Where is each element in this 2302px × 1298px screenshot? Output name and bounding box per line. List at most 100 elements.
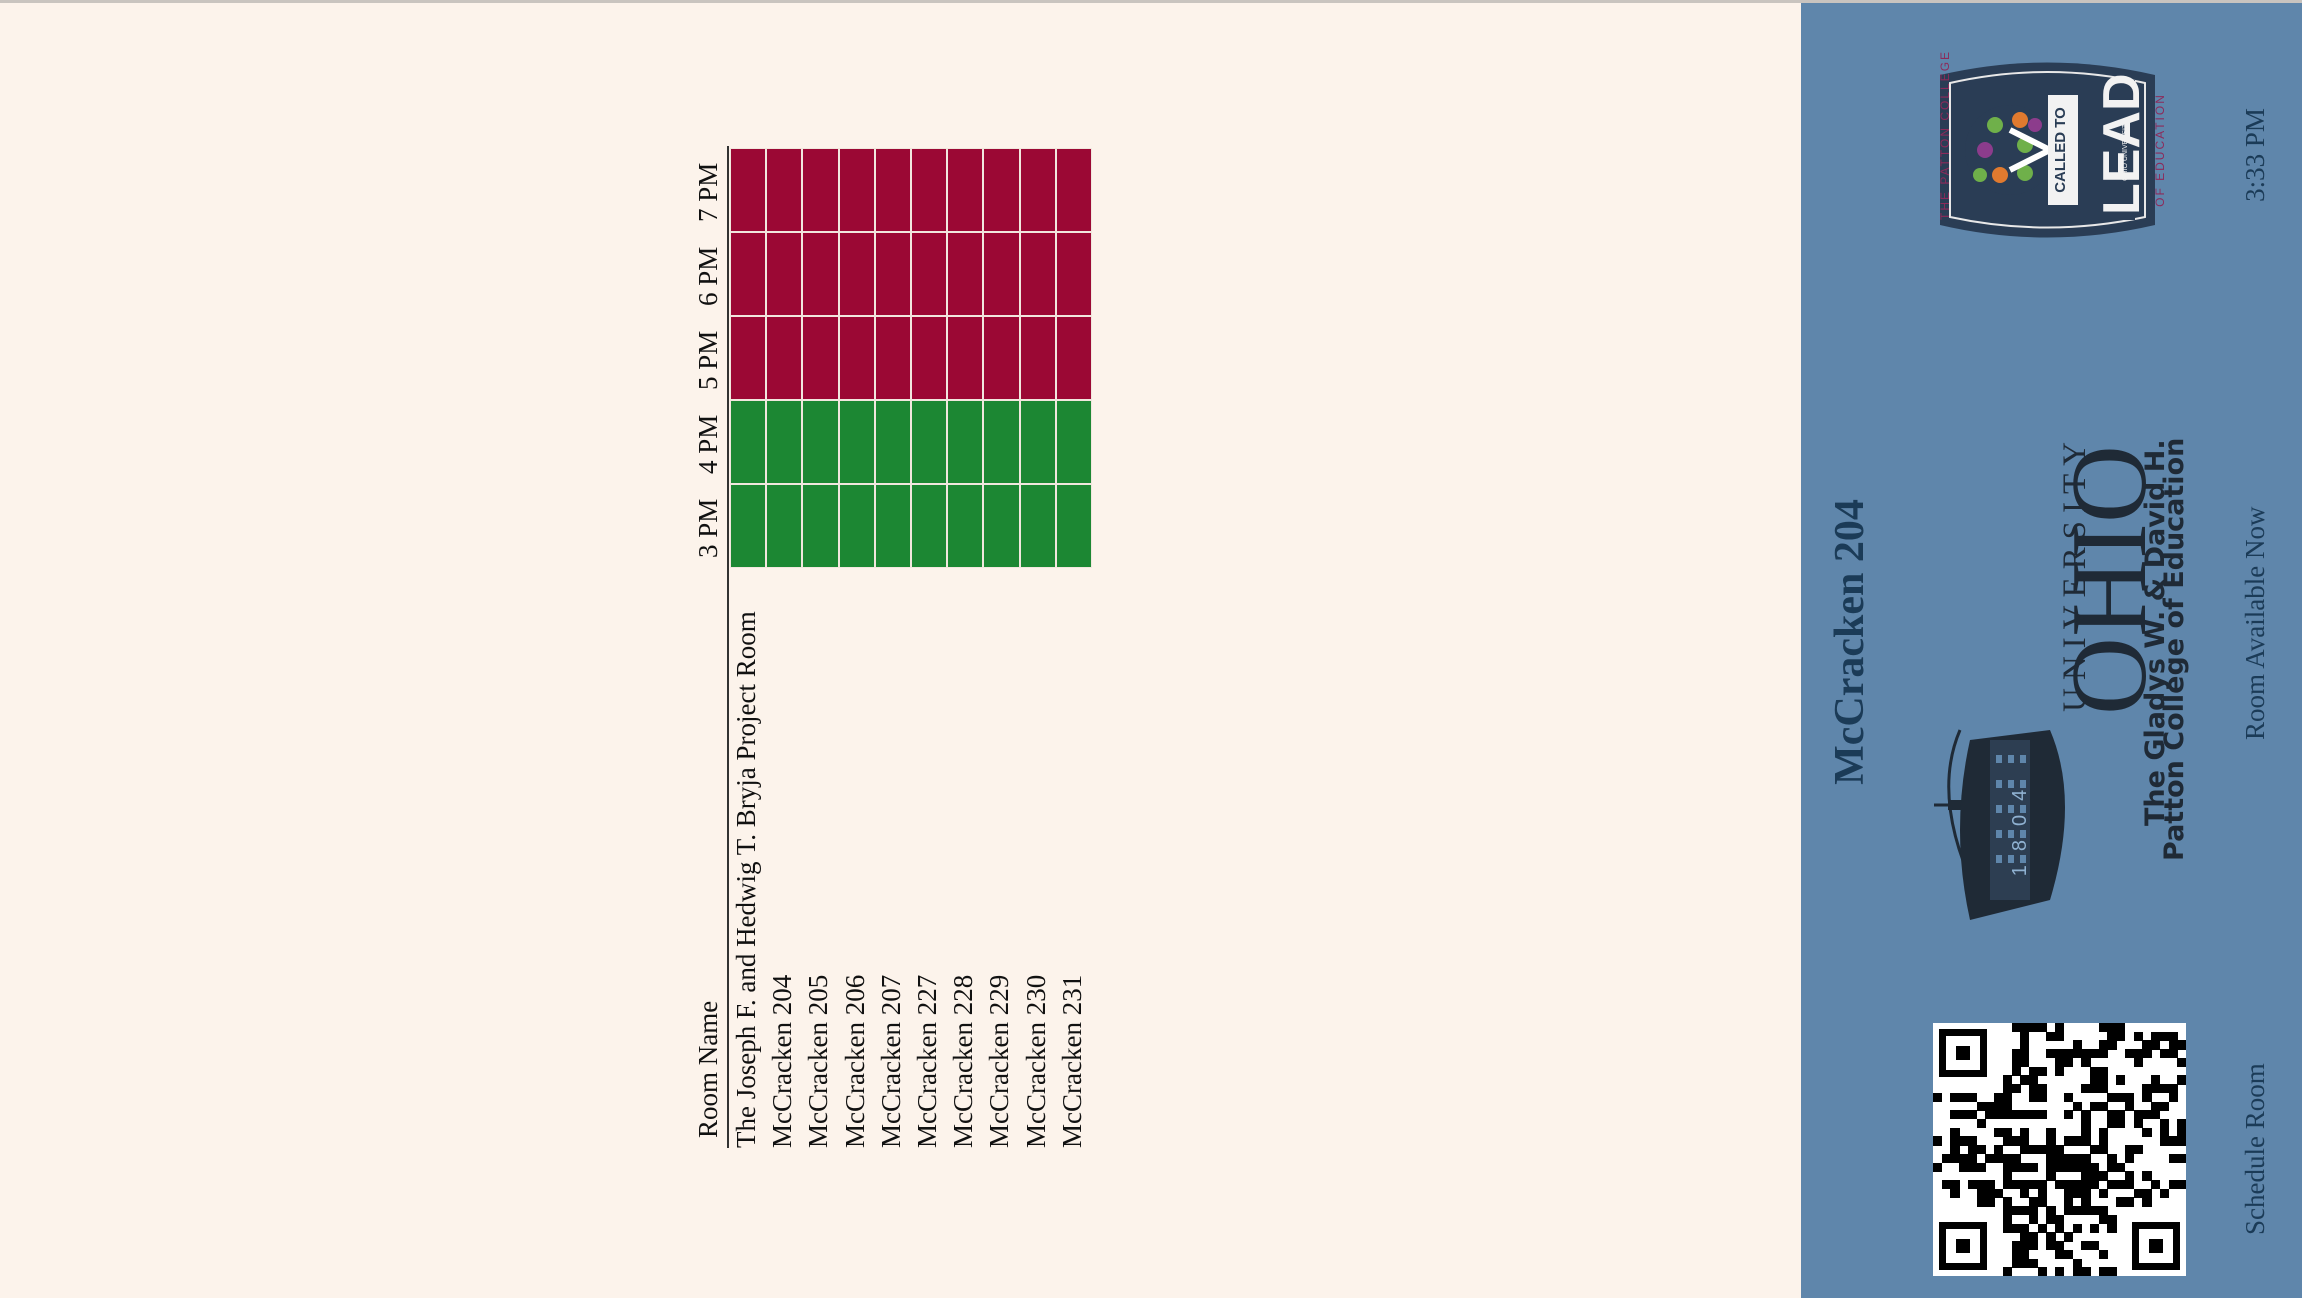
- schedule-cell-available[interactable]: [1019, 484, 1056, 568]
- schedule-cell-available[interactable]: [802, 400, 839, 484]
- schedule-cell-booked[interactable]: [1019, 316, 1056, 400]
- schedule-cell-booked[interactable]: [838, 316, 875, 400]
- qr-module: [1941, 1153, 1951, 1164]
- qr-module: [1950, 1188, 1960, 1198]
- schedule-cell-available[interactable]: [911, 400, 948, 484]
- qr-module: [1985, 1101, 1995, 1111]
- qr-module: [2063, 1249, 2074, 1260]
- qr-module: [2090, 1171, 2100, 1181]
- qr-module: [1967, 1162, 1978, 1172]
- schedule-cell-booked[interactable]: [983, 232, 1020, 316]
- qr-module: [2090, 1145, 2100, 1155]
- qr-module: [2002, 1101, 2012, 1111]
- schedule-cell-available[interactable]: [766, 400, 803, 484]
- seal-banner-text: CALLED TO: [2052, 107, 2069, 193]
- schedule-cell-available[interactable]: [1055, 484, 1092, 568]
- schedule-cell-booked[interactable]: [838, 232, 875, 316]
- schedule-cell-available[interactable]: [730, 484, 767, 568]
- schedule-cell-booked[interactable]: [947, 148, 984, 232]
- qr-module: [2011, 1023, 2021, 1033]
- schedule-cell-booked[interactable]: [947, 316, 984, 400]
- qr-module: [2002, 1197, 2012, 1207]
- schedule-cell-available[interactable]: [947, 484, 984, 568]
- qr-module: [2028, 1162, 2039, 1172]
- qr-module: [2002, 1127, 2012, 1137]
- room-name[interactable]: McCracken 204: [767, 974, 798, 1148]
- schedule-grid: Room Name 3 PM 4 PM 5 PM 6 PM 7 PM The Joseph …: [693, 146, 1092, 1148]
- schedule-cell-booked[interactable]: [1055, 232, 1092, 316]
- schedule-cell-booked[interactable]: [1055, 148, 1092, 232]
- schedule-cell-booked[interactable]: [766, 148, 803, 232]
- schedule-cell-booked[interactable]: [874, 232, 911, 316]
- schedule-cell-available[interactable]: [1019, 400, 1056, 484]
- qr-module: [2081, 1171, 2091, 1181]
- qr-module: [2098, 1249, 2108, 1260]
- schedule-cell-available[interactable]: [838, 400, 875, 484]
- schedule-cell-available[interactable]: [730, 400, 767, 484]
- qr-module: [1967, 1180, 1978, 1190]
- schedule-cell-booked[interactable]: [911, 232, 948, 316]
- schedule-cell-booked[interactable]: [983, 316, 1020, 400]
- schedule-cell-available[interactable]: [874, 400, 911, 484]
- schedule-cell-booked[interactable]: [802, 148, 839, 232]
- room-name[interactable]: McCracken 229: [984, 974, 1015, 1148]
- qr-module: [2020, 1258, 2030, 1268]
- schedule-cell-available[interactable]: [802, 484, 839, 568]
- schedule-cell-booked[interactable]: [802, 232, 839, 316]
- qr-module: [1950, 1127, 1960, 1137]
- qr-module: [2072, 1049, 2082, 1059]
- qr-module: [2020, 1188, 2030, 1198]
- schedule-cell-booked[interactable]: [838, 148, 875, 232]
- schedule-cell-booked[interactable]: [730, 316, 767, 400]
- qr-module: [2055, 1049, 2065, 1059]
- qr-module: [2159, 1118, 2170, 1129]
- schedule-cell-booked[interactable]: [983, 148, 1020, 232]
- schedule-cell-booked[interactable]: [911, 148, 948, 232]
- room-name[interactable]: McCracken 227: [912, 974, 942, 1148]
- schedule-cell-booked[interactable]: [874, 316, 911, 400]
- schedule-cell-booked[interactable]: [730, 148, 767, 232]
- schedule-cell-available[interactable]: [911, 484, 948, 568]
- schedule-cell-available[interactable]: [947, 400, 984, 484]
- schedule-cell-booked[interactable]: [802, 316, 839, 400]
- qr-module: [2063, 1206, 2074, 1216]
- qr-module: [2124, 1171, 2135, 1181]
- room-name[interactable]: McCracken 231: [1056, 974, 1087, 1148]
- schedule-cell-booked[interactable]: [730, 232, 767, 316]
- qr-module: [2037, 1180, 2047, 1190]
- room-name[interactable]: McCracken 228: [948, 974, 979, 1148]
- schedule-cell-available[interactable]: [838, 484, 875, 568]
- schedule-cell-available[interactable]: [983, 484, 1020, 568]
- qr-module: [2081, 1057, 2091, 1068]
- qr-module: [1985, 1180, 1995, 1190]
- qr-module: [2037, 1110, 2047, 1120]
- schedule-cell-booked[interactable]: [874, 148, 911, 232]
- qr-module: [1959, 1162, 1969, 1172]
- room-name[interactable]: The Joseph F. and Hedwig T. Bryja Projec…: [731, 611, 761, 1148]
- qr-module: [2107, 1153, 2117, 1164]
- qr-module: [2081, 1049, 2091, 1059]
- room-name[interactable]: McCracken 206: [839, 974, 870, 1148]
- availability-status: Room Available Now: [2240, 506, 2270, 740]
- qr-module: [2090, 1180, 2100, 1190]
- schedule-room-link[interactable]: Schedule Room: [2240, 1063, 2270, 1235]
- schedule-cell-booked[interactable]: [1055, 316, 1092, 400]
- schedule-cell-available[interactable]: [983, 400, 1020, 484]
- schedule-qr-code[interactable]: [1933, 1023, 2186, 1276]
- time-slot-header: 4 PM: [693, 414, 723, 474]
- called-to-lead-seal: CALLED TO LEAD THE PATTON COLLEGE OF EDU…: [1925, 50, 2170, 245]
- schedule-cell-booked[interactable]: [947, 232, 984, 316]
- room-name[interactable]: McCracken 205: [803, 974, 834, 1148]
- schedule-cell-available[interactable]: [874, 484, 911, 568]
- schedule-cell-available[interactable]: [766, 484, 803, 568]
- room-name[interactable]: McCracken 230: [1020, 974, 1051, 1148]
- schedule-cell-booked[interactable]: [1019, 232, 1056, 316]
- schedule-cell-booked[interactable]: [766, 232, 803, 316]
- schedule-cell-booked[interactable]: [1019, 148, 1056, 232]
- schedule-cell-booked[interactable]: [911, 316, 948, 400]
- qr-module: [2107, 1267, 2117, 1276]
- schedule-cell-booked[interactable]: [766, 316, 803, 400]
- room-name[interactable]: McCracken 207: [875, 974, 906, 1148]
- qr-module: [2081, 1084, 2091, 1094]
- schedule-cell-available[interactable]: [1055, 400, 1092, 484]
